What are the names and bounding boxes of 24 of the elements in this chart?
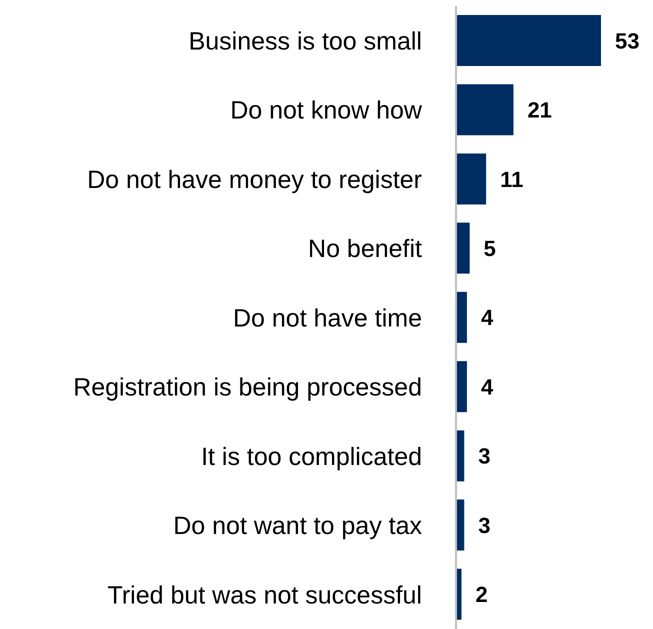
y-tick-label: Do not have money to register (87, 166, 422, 194)
y-tick-label: Tried but was not successful (108, 581, 422, 610)
y-tick-label: Registration is being processed (73, 374, 422, 402)
bar (456, 222, 470, 274)
data-label: 2 (475, 582, 488, 608)
data-label: 21 (527, 98, 552, 123)
data-label: 3 (478, 444, 490, 469)
y-tick-label: It is too complicated (201, 442, 422, 471)
data-label: 11 (500, 166, 524, 192)
data-label: 4 (480, 374, 494, 400)
bar (456, 153, 486, 204)
bar (456, 361, 467, 412)
data-label: 4 (480, 305, 494, 330)
bar (456, 15, 601, 66)
data-label: 5 (484, 236, 496, 261)
data-label: 53 (615, 28, 640, 54)
y-tick-label: No benefit (308, 235, 422, 264)
bar (456, 292, 467, 343)
y-tick-label: Do not know how (230, 96, 423, 125)
y-tick-label: Business is too small (188, 27, 422, 56)
y-tick-label: Do not want to pay tax (173, 512, 422, 540)
y-tick-label: Do not have time (233, 304, 422, 332)
bar (456, 84, 514, 136)
data-label: 3 (478, 512, 490, 538)
